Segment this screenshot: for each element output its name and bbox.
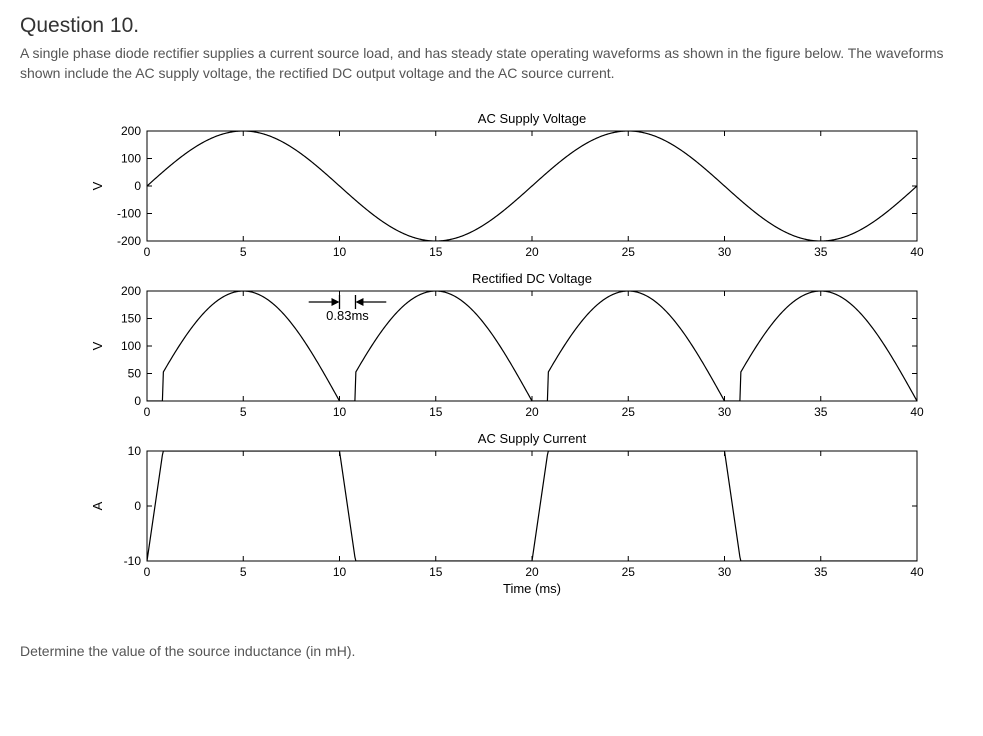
svg-text:35: 35	[814, 405, 828, 419]
svg-text:50: 50	[127, 367, 141, 381]
svg-text:100: 100	[120, 339, 140, 353]
svg-text:200: 200	[120, 124, 140, 138]
svg-text:10: 10	[332, 245, 346, 259]
svg-text:20: 20	[525, 565, 539, 579]
svg-text:10: 10	[332, 565, 346, 579]
svg-text:40: 40	[910, 565, 924, 579]
waveform-figure: AC Supply Voltage 0 5 10 15 20 25 30 35 40 -200 -10…	[47, 101, 937, 621]
svg-text:200: 200	[120, 284, 140, 298]
svg-text:0: 0	[143, 405, 150, 419]
svg-text:35: 35	[814, 565, 828, 579]
svg-text:AC Supply Current: AC Supply Current	[477, 431, 586, 446]
svg-text:5: 5	[239, 405, 246, 419]
svg-text:15: 15	[429, 405, 443, 419]
svg-text:20: 20	[525, 245, 539, 259]
svg-text:Time (ms): Time (ms)	[502, 581, 560, 596]
question-body: A single phase diode rectifier supplies …	[20, 44, 963, 83]
svg-text:V: V	[90, 182, 105, 191]
svg-text:100: 100	[120, 152, 140, 166]
question-task: Determine the value of the source induct…	[20, 643, 963, 659]
svg-text:15: 15	[429, 565, 443, 579]
page-root: Question 10. A single phase diode rectif…	[0, 0, 983, 679]
svg-text:10: 10	[127, 444, 141, 458]
svg-text:40: 40	[910, 405, 924, 419]
svg-text:-10: -10	[123, 554, 141, 568]
svg-text:0: 0	[134, 394, 141, 408]
svg-text:40: 40	[910, 245, 924, 259]
svg-text:20: 20	[525, 405, 539, 419]
svg-text:5: 5	[239, 245, 246, 259]
svg-text:0: 0	[143, 565, 150, 579]
svg-text:V: V	[90, 342, 105, 351]
svg-text:25: 25	[621, 405, 635, 419]
svg-text:35: 35	[814, 245, 828, 259]
svg-text:10: 10	[332, 405, 346, 419]
svg-text:5: 5	[239, 565, 246, 579]
svg-text:30: 30	[717, 565, 731, 579]
svg-text:Rectified DC Voltage: Rectified DC Voltage	[472, 271, 592, 286]
svg-text:25: 25	[621, 565, 635, 579]
svg-text:25: 25	[621, 245, 635, 259]
svg-text:0: 0	[134, 179, 141, 193]
figure-container: AC Supply Voltage 0 5 10 15 20 25 30 35 40 -200 -10…	[20, 101, 963, 621]
svg-text:0.83ms: 0.83ms	[326, 308, 369, 323]
svg-text:-200: -200	[116, 234, 140, 248]
svg-text:AC Supply Voltage: AC Supply Voltage	[477, 111, 585, 126]
svg-text:15: 15	[429, 245, 443, 259]
svg-text:A: A	[90, 502, 105, 511]
question-title: Question 10.	[20, 14, 963, 38]
svg-text:150: 150	[120, 312, 140, 326]
svg-text:0: 0	[143, 245, 150, 259]
svg-text:-100: -100	[116, 207, 140, 221]
svg-text:0: 0	[134, 499, 141, 513]
svg-text:30: 30	[717, 405, 731, 419]
svg-text:30: 30	[717, 245, 731, 259]
